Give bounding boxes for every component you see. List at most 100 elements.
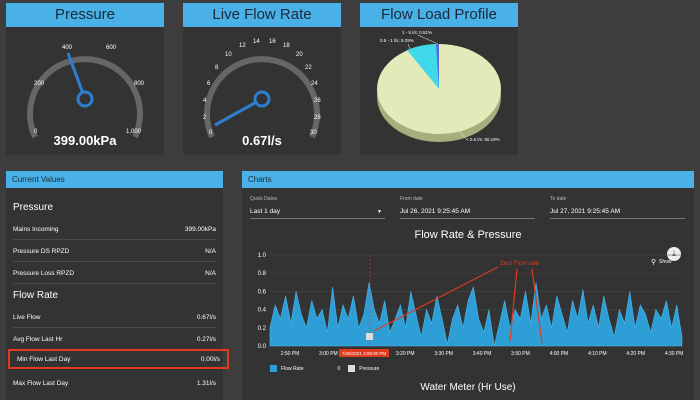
flow-tick: 20 <box>296 52 303 58</box>
charts-panel: Charts Quick Dates Last 1 day ▼ From dat… <box>242 171 694 400</box>
chart-title: Flow Rate & Pressure <box>414 229 522 241</box>
pressure-tick: 1,000 <box>126 129 142 135</box>
y-tick-label: 0.6 <box>258 289 267 295</box>
pressure-point <box>366 333 373 340</box>
value-label: Avg Flow Last Hr <box>13 335 63 343</box>
flow-rate-gauge <box>204 56 320 139</box>
value-row-highlighted: Min Flow Last Day 0.00l/s <box>8 349 229 369</box>
value-row: Pressure Loss RPZD N/A <box>13 267 216 279</box>
flow-tick: 2 <box>203 115 207 121</box>
flow-tick: 4 <box>203 98 207 104</box>
value-row: Mains Incoming 399.00kPa <box>13 223 216 235</box>
flow-tick: 14 <box>253 39 260 45</box>
flow-tick: 6 <box>207 81 211 87</box>
legend-swatch-flow <box>270 365 277 372</box>
flow-load-panel: Flow Load Profile 1 - 5 l/s: 0.51% 0.5 -… <box>360 3 518 155</box>
from-date-label: From date <box>400 196 423 202</box>
flow-tick: 26 <box>314 98 321 104</box>
pressure-section-heading: Pressure <box>13 202 54 213</box>
chevron-down-icon[interactable]: ▼ <box>377 209 382 215</box>
pressure-tick: 400 <box>62 45 73 51</box>
flow-tick: 16 <box>269 39 276 45</box>
current-values-panel: Current Values Pressure Mains Incoming 3… <box>6 171 229 400</box>
x-tick-label: 2:50 PM <box>281 351 300 357</box>
quick-dates-select[interactable]: Last 1 day <box>250 208 280 215</box>
marker-label-bg <box>339 349 389 357</box>
pressure-gauge <box>27 52 143 139</box>
value-reading: N/A <box>205 269 216 277</box>
download-icon[interactable]: ⤓ <box>667 247 681 261</box>
zoom-icon[interactable]: ⚲ <box>651 259 657 266</box>
value-label: Mains Incoming <box>13 225 59 233</box>
pressure-title: Pressure <box>6 3 164 27</box>
value-reading: N/A <box>205 247 216 255</box>
value-label: Min Flow Last Day <box>17 355 71 363</box>
flow-tick: 30 <box>310 130 317 136</box>
to-date-label: To date <box>550 196 567 202</box>
flow-tick: 0 <box>209 130 213 136</box>
x-tick-label: 3:50 PM <box>511 351 530 357</box>
value-row: Max Flow Last Day 1.31l/s <box>13 377 216 389</box>
pie-label: 0.5 - 1 l/s: 9.29% <box>380 38 414 43</box>
x-tick-label: 3:30 PM <box>434 351 453 357</box>
marker-label: 7/26/2021 3:08:30 PM <box>342 351 387 356</box>
x-tick-label: 4:00 PM <box>550 351 569 357</box>
value-reading: 0.00l/s <box>200 355 220 363</box>
annotation-arrow <box>509 268 518 342</box>
x-tick-label: 3:40 PM <box>473 351 492 357</box>
flow-rate-area <box>269 282 683 347</box>
x-tick-label: 4:10 PM <box>588 351 607 357</box>
value-label: Pressure Loss RPZD <box>13 269 75 277</box>
pie-slice <box>407 43 439 89</box>
value-row: Pressure DS RPZD N/A <box>13 245 216 257</box>
flow-tick: 28 <box>314 115 321 121</box>
pressure-tick: 600 <box>106 45 117 51</box>
from-date-input[interactable]: Jul 26, 2021 9:25:45 AM <box>400 208 471 215</box>
x-tick-label: 3:00 PM <box>319 351 338 357</box>
pie-label: < 0.5 l/s: 90.19% <box>466 137 500 142</box>
current-values-header: Current Values <box>6 171 223 188</box>
pie-slice <box>436 43 439 89</box>
flow-rate-gauge-panel: Live Flow Rate 0 2 4 6 8 10 12 14 16 18 … <box>183 3 341 155</box>
pressure-gauge-panel: Pressure 0 200 400 600 800 1,000 399.00k… <box>6 3 164 155</box>
flow-pressure-chart: 1.00.80.60.40.20.02:50 PM3:00 PM3:10 PM3… <box>258 253 684 357</box>
annotation-arrow <box>531 268 543 344</box>
flow-section-heading: Flow Rate <box>13 290 59 301</box>
value-label: Pressure DS RPZD <box>13 247 70 255</box>
legend-swatch-pressure <box>348 365 356 372</box>
flow-rate-title: Live Flow Rate <box>183 3 341 27</box>
y-tick-label: 0.4 <box>258 308 267 314</box>
value-reading: 0.67l/s <box>196 313 216 321</box>
pressure-tick: 800 <box>134 81 145 87</box>
flow-tick: 12 <box>239 43 246 49</box>
x-tick-label: 4:20 PM <box>626 351 645 357</box>
flow-load-pie <box>377 34 501 142</box>
pressure-tick: 200 <box>34 81 45 87</box>
show-button[interactable]: Show <box>659 259 672 265</box>
charts-header: Charts <box>242 171 694 188</box>
legend: Flow Rate 0 Pressure <box>270 365 379 372</box>
legend-label-pressure[interactable]: Pressure <box>359 365 380 372</box>
flow-tick: 24 <box>311 81 318 87</box>
water-meter-title: Water Meter (Hr Use) <box>420 382 516 393</box>
flow-rate-value: 0.67l/s <box>242 133 282 148</box>
to-date-input[interactable]: Jul 27, 2021 9:25:45 AM <box>550 208 621 215</box>
quick-dates-label: Quick Dates <box>250 196 278 202</box>
flow-tick: 10 <box>225 52 232 58</box>
flow-tick: 8 <box>215 65 219 71</box>
x-tick-label: 3:20 PM <box>396 351 415 357</box>
value-row: Live Flow 0.67l/s <box>13 311 216 323</box>
flow-tick: 22 <box>305 65 312 71</box>
y-tick-label: 1.0 <box>258 253 267 259</box>
legend-label-flow[interactable]: Flow Rate <box>281 365 304 372</box>
pressure-tick: 0 <box>34 129 38 135</box>
flow-tick: 18 <box>283 43 290 49</box>
x-tick-label: 4:30 PM <box>665 351 684 357</box>
value-label: Max Flow Last Day <box>13 379 69 387</box>
value-reading: 399.00kPa <box>184 225 216 233</box>
y-tick-label: 0.8 <box>258 271 267 277</box>
flow-load-title: Flow Load Profile <box>360 3 518 27</box>
pie-label: 1 - 5 l/s: 0.51% <box>402 30 433 35</box>
y-tick-label: 0.0 <box>258 344 267 350</box>
annotation-arrow <box>373 266 499 332</box>
